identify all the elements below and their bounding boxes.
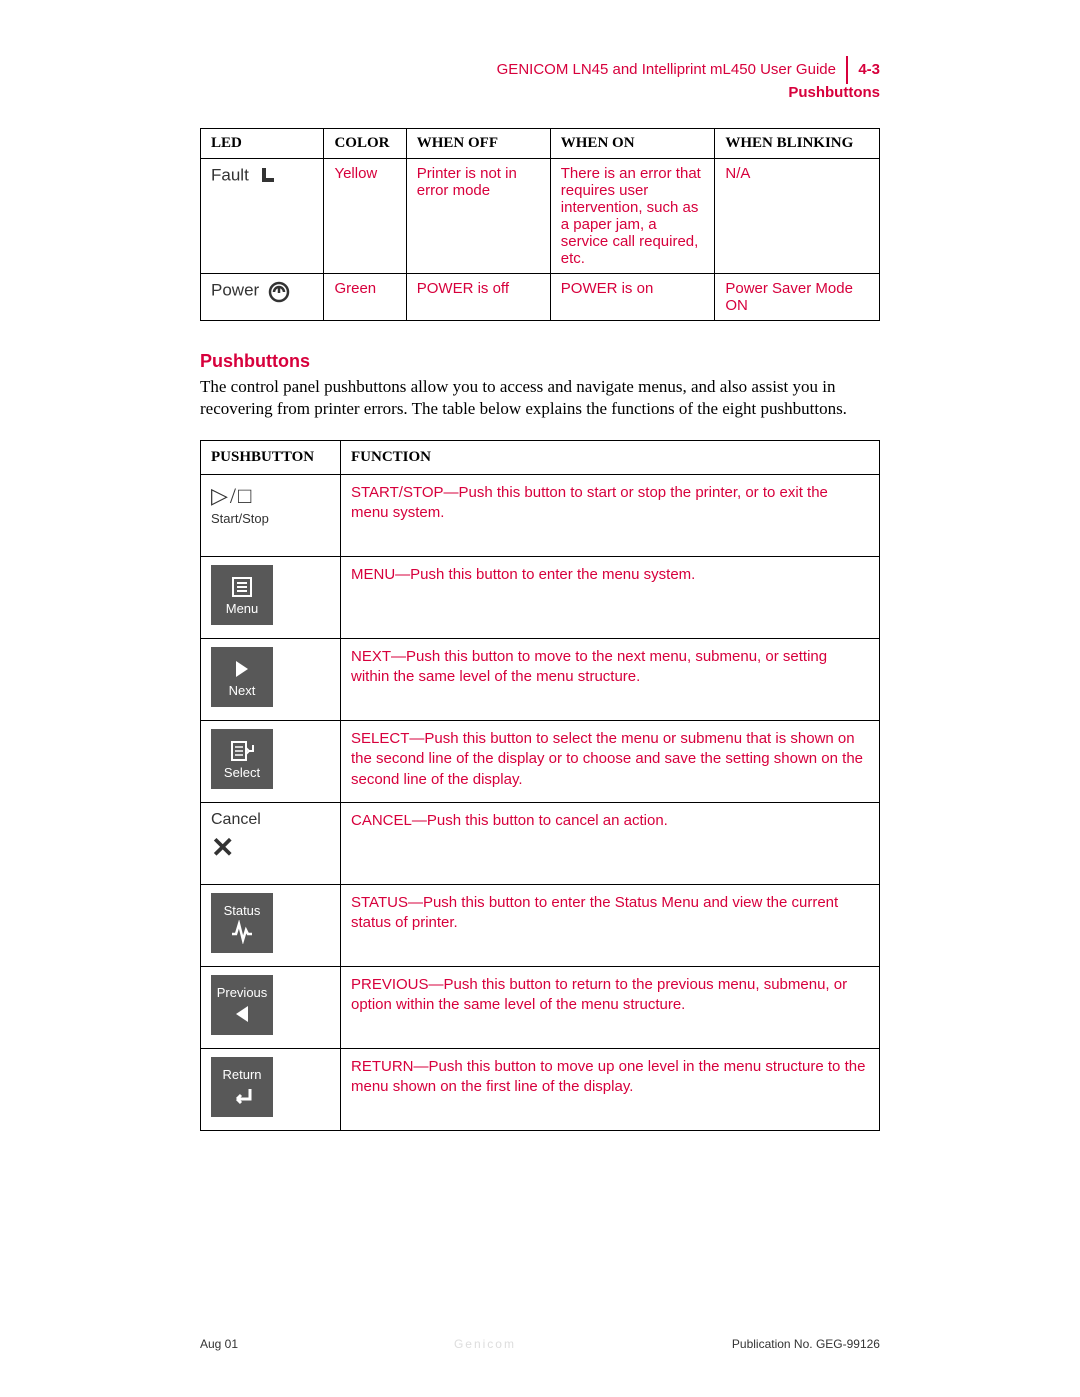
return-icon	[230, 1084, 254, 1108]
pb-label: Next	[229, 683, 256, 698]
pb-row: Return RETURN—Push this button to move up…	[201, 1049, 880, 1131]
pb-button: Select	[211, 729, 273, 789]
led-row: Power GreenPOWER is offPOWER is onPower …	[201, 274, 880, 321]
status-icon	[230, 920, 254, 944]
pb-button-cell: Menu	[201, 557, 341, 639]
pb-button-cell: Return	[201, 1049, 341, 1131]
led-cell: There is an error that requires user int…	[550, 159, 715, 274]
pb-row: Status STATUS—Push this button to enter t…	[201, 885, 880, 967]
footer-pubno: Publication No. GEG-99126	[732, 1337, 880, 1351]
pb-button-cell: Cancel ✕	[201, 803, 341, 885]
section-paragraph: The control panel pushbuttons allow you …	[200, 376, 880, 420]
pb-function: PREVIOUS—Push this button to return to t…	[341, 967, 880, 1049]
led-row: Fault YellowPrinter is not in error mode…	[201, 159, 880, 274]
led-header: WHEN ON	[550, 129, 715, 159]
footer-brand: Genicom	[454, 1337, 516, 1351]
section-heading: Pushbuttons	[200, 351, 880, 372]
pb-row: ▷/□ Start/Stop START/STOP—Push this button…	[201, 475, 880, 557]
pb-function: CANCEL—Push this button to cancel an act…	[341, 803, 880, 885]
page-header: GENICOM LN45 and Intelliprint mL450 User…	[200, 56, 880, 102]
pb-label: Start/Stop	[211, 511, 330, 526]
pb-row: Previous PREVIOUS—Push this button to ret…	[201, 967, 880, 1049]
pb-button-cell: Previous	[201, 967, 341, 1049]
pb-label: Status	[224, 903, 261, 918]
pb-button-cell: Next	[201, 639, 341, 721]
pb-function: NEXT—Push this button to move to the nex…	[341, 639, 880, 721]
led-header: COLOR	[324, 129, 406, 159]
pb-function: STATUS—Push this button to enter the Sta…	[341, 885, 880, 967]
pb-button: Next	[211, 647, 273, 707]
pb-button-cell: Select	[201, 721, 341, 803]
pb-button: Previous	[211, 975, 273, 1035]
page-footer: Aug 01 Genicom Publication No. GEG-99126	[200, 1337, 880, 1351]
pb-row: Cancel ✕ CANCEL—Push this button to cancel…	[201, 803, 880, 885]
led-cell: POWER is on	[550, 274, 715, 321]
page-number: 4-3	[858, 61, 880, 78]
led-header: WHEN OFF	[406, 129, 550, 159]
led-header: WHEN BLINKING	[715, 129, 880, 159]
pb-label: Cancel	[211, 811, 330, 829]
led-header: LED	[201, 129, 324, 159]
cancel-icon: ✕	[211, 831, 330, 865]
fault-icon	[256, 165, 280, 189]
pb-row: Next NEXT—Push this button to move to the…	[201, 639, 880, 721]
pb-function: MENU—Push this button to enter the menu …	[341, 557, 880, 639]
led-cell: N/A	[715, 159, 880, 274]
led-cell: Yellow	[324, 159, 406, 274]
pb-button: Return	[211, 1057, 273, 1117]
pb-header-pushbutton: PUSHBUTTON	[201, 441, 341, 475]
led-cell: Power Saver Mode ON	[715, 274, 880, 321]
pb-function: START/STOP—Push this button to start or …	[341, 475, 880, 557]
footer-date: Aug 01	[200, 1337, 238, 1351]
pb-function: RETURN—Push this button to move up one l…	[341, 1049, 880, 1131]
pb-label: Menu	[226, 601, 259, 616]
pb-button: Menu	[211, 565, 273, 625]
pb-header-function: FUNCTION	[341, 441, 880, 475]
pushbutton-table: PUSHBUTTON FUNCTION ▷/□ Start/Stop START/S…	[200, 440, 880, 1131]
led-label: Fault	[211, 165, 249, 184]
select-icon	[230, 739, 254, 763]
led-label: Power	[211, 280, 259, 299]
led-cell: Green	[324, 274, 406, 321]
next-icon	[230, 657, 254, 681]
pb-row: Select SELECT—Push this button to select …	[201, 721, 880, 803]
pb-label: Select	[224, 765, 260, 780]
pb-button: Status	[211, 893, 273, 953]
startstop-icon: ▷/□	[211, 483, 330, 509]
pb-label: Return	[222, 1067, 261, 1082]
led-table: LEDCOLORWHEN OFFWHEN ONWHEN BLINKING Fau…	[200, 128, 880, 321]
pb-button-cell: ▷/□ Start/Stop	[201, 475, 341, 557]
menu-icon	[230, 575, 254, 599]
pb-label: Previous	[217, 985, 268, 1000]
led-cell: Printer is not in error mode	[406, 159, 550, 274]
header-subtitle: Pushbuttons	[788, 84, 880, 101]
power-icon	[267, 280, 291, 304]
doc-title: GENICOM LN45 and Intelliprint mL450 User…	[497, 61, 836, 78]
previous-icon	[230, 1002, 254, 1026]
pb-button-cell: Status	[201, 885, 341, 967]
pb-function: SELECT—Push this button to select the me…	[341, 721, 880, 803]
led-cell: POWER is off	[406, 274, 550, 321]
pb-row: Menu MENU—Push this button to enter the m…	[201, 557, 880, 639]
